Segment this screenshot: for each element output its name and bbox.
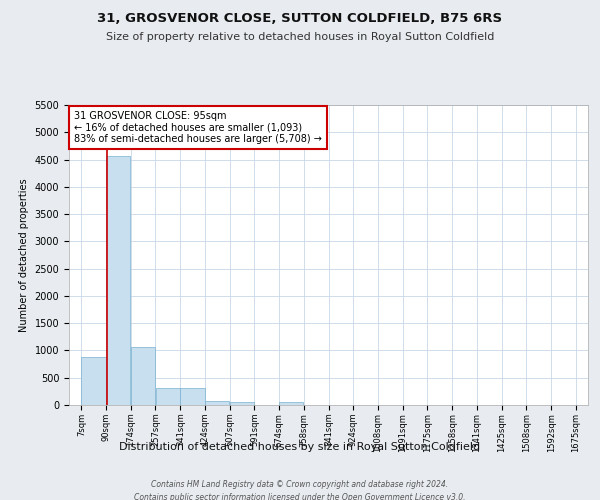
- Bar: [155, 388, 180, 405]
- Bar: [131, 347, 155, 405]
- Bar: [205, 401, 229, 405]
- Bar: [181, 388, 205, 405]
- Text: 31 GROSVENOR CLOSE: 95sqm
← 16% of detached houses are smaller (1,093)
83% of se: 31 GROSVENOR CLOSE: 95sqm ← 16% of detac…: [74, 111, 322, 144]
- Bar: [279, 402, 304, 405]
- Text: Size of property relative to detached houses in Royal Sutton Coldfield: Size of property relative to detached ho…: [106, 32, 494, 42]
- Y-axis label: Number of detached properties: Number of detached properties: [19, 178, 29, 332]
- Text: Distribution of detached houses by size in Royal Sutton Coldfield: Distribution of detached houses by size …: [119, 442, 481, 452]
- Bar: [106, 156, 130, 405]
- Bar: [230, 402, 254, 405]
- Text: Contains HM Land Registry data © Crown copyright and database right 2024.
Contai: Contains HM Land Registry data © Crown c…: [134, 480, 466, 500]
- Bar: [82, 357, 106, 405]
- Text: 31, GROSVENOR CLOSE, SUTTON COLDFIELD, B75 6RS: 31, GROSVENOR CLOSE, SUTTON COLDFIELD, B…: [97, 12, 503, 26]
